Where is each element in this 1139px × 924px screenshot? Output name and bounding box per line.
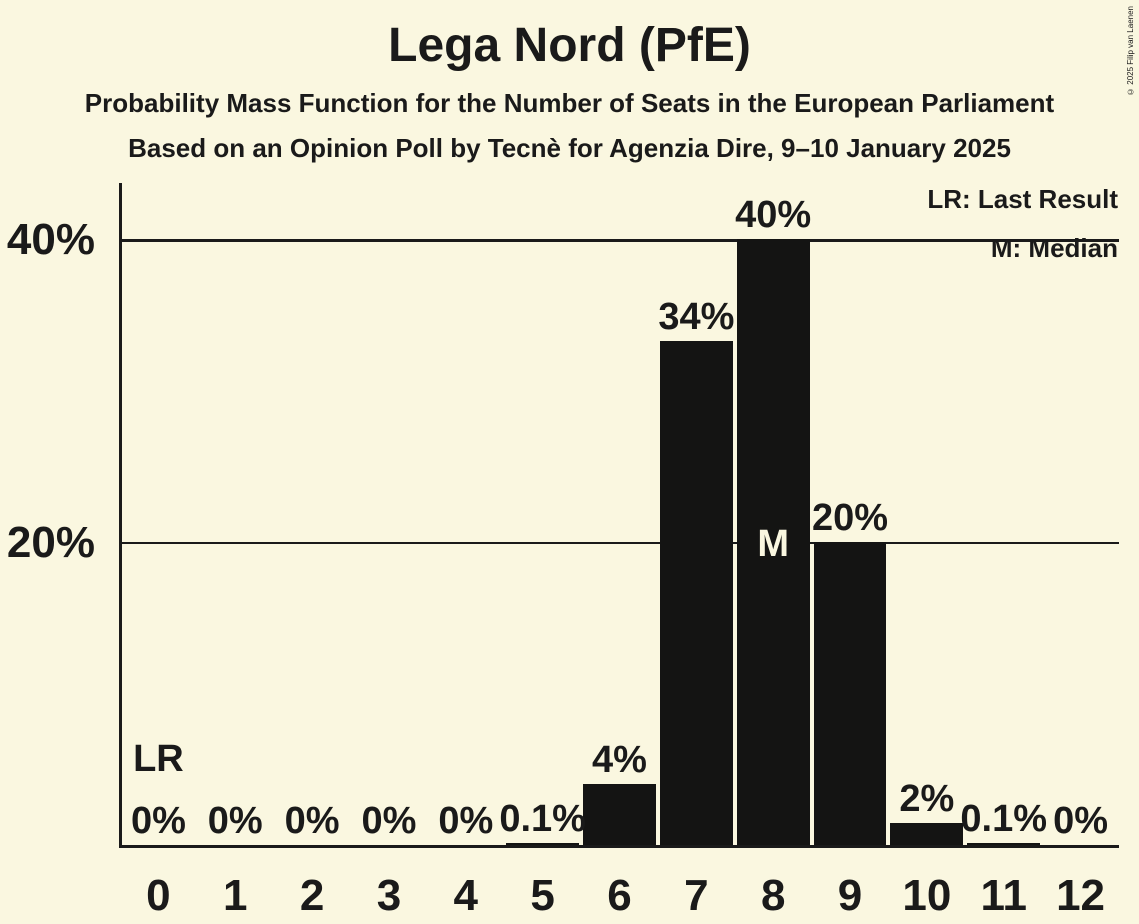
bar-value-label-seat-4: 0% bbox=[438, 800, 494, 842]
y-axis-line bbox=[119, 183, 122, 848]
x-tick-label-9: 9 bbox=[837, 871, 863, 920]
chart-title: Lega Nord (PfE) bbox=[388, 19, 751, 72]
x-tick-label-6: 6 bbox=[607, 871, 632, 920]
gridline-solid-20 bbox=[120, 541, 1119, 545]
x-tick-label-12: 12 bbox=[1056, 871, 1106, 920]
bar-seat-10 bbox=[890, 823, 964, 847]
x-tick-label-2: 2 bbox=[299, 871, 325, 920]
x-tick-label-7: 7 bbox=[684, 871, 709, 920]
y-axis-label-20: 20% bbox=[6, 518, 95, 568]
x-tick-label-11: 11 bbox=[980, 871, 1027, 920]
gridline-dotted-30 bbox=[120, 391, 1119, 394]
bar-value-label-seat-5: 0.1% bbox=[499, 798, 586, 841]
bar-seat-6 bbox=[583, 784, 656, 847]
copyright-notice: © 2025 Filip van Laenen bbox=[1126, 6, 1135, 96]
bar-value-label-seat-6: 4% bbox=[592, 739, 647, 782]
bar-value-label-seat-2: 0% bbox=[284, 800, 340, 842]
legend-median: M: Median bbox=[990, 233, 1118, 263]
legend-last-result: LR: Last Result bbox=[927, 184, 1118, 214]
bar-value-label-seat-0: 0% bbox=[130, 800, 186, 842]
bar-value-label-seat-1: 0% bbox=[207, 800, 263, 842]
bar-value-label-seat-7: 34% bbox=[658, 295, 735, 338]
bar-value-label-seat-9: 20% bbox=[812, 497, 889, 540]
bar-seat-8 bbox=[736, 239, 810, 847]
bar-value-label-seat-12: 0% bbox=[1053, 800, 1109, 842]
median-marker-label: M bbox=[757, 523, 790, 565]
bar-seat-7 bbox=[659, 340, 733, 847]
x-axis-line bbox=[119, 845, 1119, 848]
last-result-marker-label: LR bbox=[133, 738, 184, 780]
bar-value-label-seat-10: 2% bbox=[899, 778, 955, 821]
chart-subtitle: Probability Mass Function for the Number… bbox=[84, 88, 1055, 118]
x-tick-label-8: 8 bbox=[760, 871, 786, 920]
bar-value-label-seat-11: 0.1% bbox=[960, 798, 1048, 841]
x-tick-label-4: 4 bbox=[453, 871, 479, 920]
x-tick-label-3: 3 bbox=[376, 871, 402, 920]
gridline-solid-40 bbox=[120, 239, 1119, 242]
gridline-dotted-10 bbox=[120, 693, 1119, 696]
bar-value-label-seat-3: 0% bbox=[361, 800, 417, 842]
x-tick-label-0: 0 bbox=[146, 871, 171, 920]
y-axis-label-40: 40% bbox=[6, 215, 95, 265]
x-tick-label-1: 1 bbox=[223, 871, 248, 920]
x-tick-label-10: 10 bbox=[902, 871, 952, 920]
x-tick-label-5: 5 bbox=[530, 871, 555, 920]
chart-source-line: Based on an Opinion Poll by Tecnè for Ag… bbox=[128, 133, 1011, 163]
bar-seat-9 bbox=[813, 542, 887, 847]
bar-value-label-seat-8: 40% bbox=[735, 194, 812, 237]
